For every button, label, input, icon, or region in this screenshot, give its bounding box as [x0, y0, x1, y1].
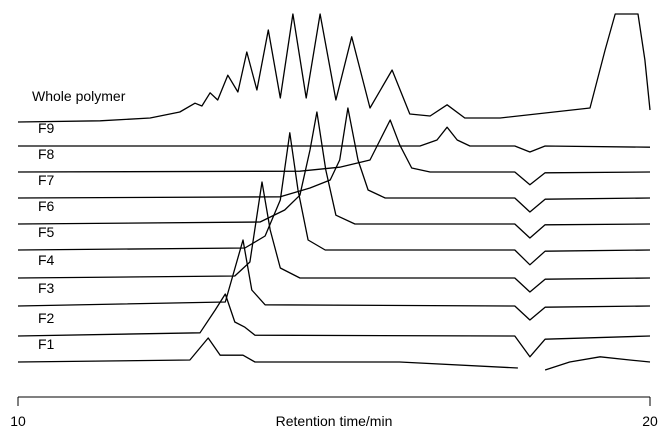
series-label: Whole polymer: [32, 88, 126, 104]
series-label: F4: [38, 252, 55, 268]
series-label: F9: [38, 120, 55, 136]
trace: [17, 119, 651, 186]
series-label: F7: [38, 172, 55, 188]
trace: [17, 111, 651, 239]
series-label: F2: [38, 310, 55, 326]
series-label: F8: [38, 146, 55, 162]
x-tick-label: 20: [642, 413, 658, 429]
trace: [17, 239, 651, 321]
series-label: F6: [38, 198, 55, 214]
x-axis-label: Retention time/min: [276, 413, 393, 429]
x-tick-label: 10: [10, 413, 26, 429]
trace: [18, 126, 651, 153]
trace: [17, 13, 651, 123]
trace: [17, 181, 651, 293]
trace: [17, 337, 651, 371]
trace: [17, 293, 651, 358]
trace: [17, 132, 651, 266]
series-label: F5: [38, 224, 55, 240]
series-label: F1: [38, 336, 55, 352]
series-label: F3: [38, 280, 55, 296]
trace: [17, 107, 651, 213]
